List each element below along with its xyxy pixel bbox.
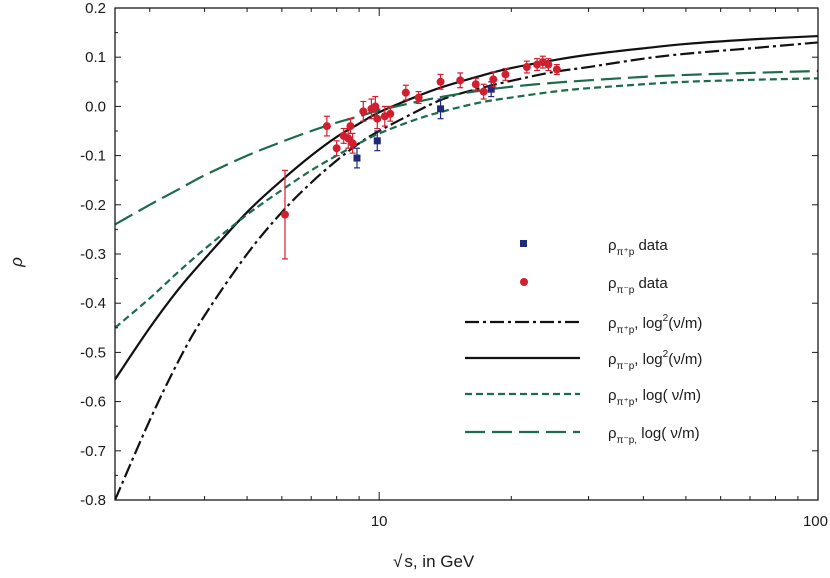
legend-rho: ρ: [608, 275, 617, 292]
data-point-square: [487, 85, 495, 93]
data-point-circle: [436, 77, 445, 86]
y-tick-label: -0.2: [80, 197, 106, 214]
y-tick-label: -0.6: [80, 394, 106, 411]
y-tick-label: 0.2: [85, 0, 106, 17]
series-line-pip_log2: [115, 41, 818, 500]
y-tick-label: -0.4: [80, 295, 106, 312]
legend-text: , log( ν/m): [634, 387, 701, 404]
series-group: [115, 34, 818, 500]
legend-item-pim_log: ρπ⁻p, log( ν/m): [465, 425, 700, 446]
legend-item-pip_log: ρπ⁺p, log( ν/m): [465, 387, 701, 408]
legend-rho: ρ: [608, 315, 617, 332]
y-tick-label: 0.1: [85, 49, 106, 66]
legend-label: ρπ⁺p, log2(ν/m): [608, 313, 702, 336]
data-point-circle: [501, 70, 510, 79]
data-point-square: [437, 105, 445, 113]
legend-tail: (ν/m): [668, 351, 702, 368]
legend-text: , log: [634, 315, 662, 332]
x-axis-label-radical: √: [393, 552, 403, 571]
legend-text: data: [634, 275, 668, 292]
series-line-pip_log: [115, 77, 818, 329]
data-point-square: [373, 137, 381, 145]
data-point-circle: [373, 114, 382, 123]
y-tick-label: -0.5: [80, 344, 106, 361]
legend-item-pip_data: ρπ⁺p data: [520, 237, 668, 258]
plot-frame: [114, 7, 819, 501]
legend-label: ρπ⁻p data: [608, 275, 668, 296]
data-point-circle: [479, 87, 488, 96]
legend-subscript: π⁻p,: [617, 435, 638, 446]
legend-rho: ρ: [608, 387, 617, 404]
legend-subscript: π⁻p: [617, 361, 635, 372]
data-point-square: [353, 154, 361, 162]
data-point-circle: [489, 75, 498, 84]
legend-marker-circle: [520, 278, 528, 286]
data-point-circle: [346, 122, 355, 131]
data-point-circle: [348, 139, 357, 148]
y-tick-label: -0.1: [80, 148, 106, 165]
legend-subscript: π⁺p: [617, 397, 635, 408]
legend-subscript: π⁺p: [617, 325, 635, 336]
data-point-circle: [332, 144, 341, 153]
data-point-circle: [322, 122, 331, 131]
legend-text: log( ν/m): [637, 425, 700, 442]
data-point-circle: [471, 80, 480, 89]
legend-superscript: 2: [663, 313, 669, 324]
data-point-circle: [386, 109, 395, 118]
legend-label: ρπ⁺p data: [608, 237, 668, 258]
legend-label: ρπ⁻p, log( ν/m): [608, 425, 700, 446]
x-axis-label: √ s, in GeV: [393, 552, 475, 571]
data-point-circle: [522, 63, 531, 72]
legend-rho: ρ: [608, 351, 617, 368]
legend-label: ρπ⁺p, log( ν/m): [608, 387, 701, 408]
legend-item-pip_log2: ρπ⁺p, log2(ν/m): [465, 313, 702, 336]
y-tick-label: -0.8: [80, 492, 106, 509]
x-tick-label: 10: [371, 513, 388, 530]
data-point-circle: [414, 93, 423, 102]
legend-rho: ρ: [608, 237, 617, 254]
data-point-circle: [552, 65, 561, 74]
legend-subscript: π⁺p: [617, 247, 635, 258]
legend-subscript: π⁻p: [617, 285, 635, 296]
legend-text: , log: [634, 351, 662, 368]
y-tick-label: -0.3: [80, 246, 106, 263]
y-tick-label: -0.7: [80, 443, 106, 460]
legend-rho: ρ: [608, 425, 617, 442]
legend-label: ρπ⁻p, log2(ν/m): [608, 349, 702, 372]
y-axis-label: ρ: [7, 257, 26, 268]
legend-tail: (ν/m): [668, 315, 702, 332]
data-point-circle: [456, 76, 465, 85]
data-point-circle: [401, 88, 410, 97]
series-line-pim_log: [115, 69, 818, 226]
y-tick-label: 0.0: [85, 98, 106, 115]
x-axis-label-text: s, in GeV: [404, 552, 475, 571]
data-point-circle: [359, 107, 368, 116]
legend-text: data: [634, 237, 668, 254]
data-point-circle: [544, 60, 553, 69]
data-point-circle: [280, 210, 289, 219]
legend-superscript: 2: [663, 349, 669, 360]
legend-item-pim_log2: ρπ⁻p, log2(ν/m): [465, 349, 702, 372]
legend-marker-square: [520, 240, 527, 247]
axes: -0.8 -0.7 -0.6 -0.5 -0.4 -0.3 -0.2 -0.1 0.0 0.1 0.…: [80, 0, 828, 530]
series-line-pim_log2: [115, 34, 818, 381]
x-tick-label: 100: [803, 513, 828, 530]
legend-item-pim_data: ρπ⁻p data: [520, 275, 668, 296]
